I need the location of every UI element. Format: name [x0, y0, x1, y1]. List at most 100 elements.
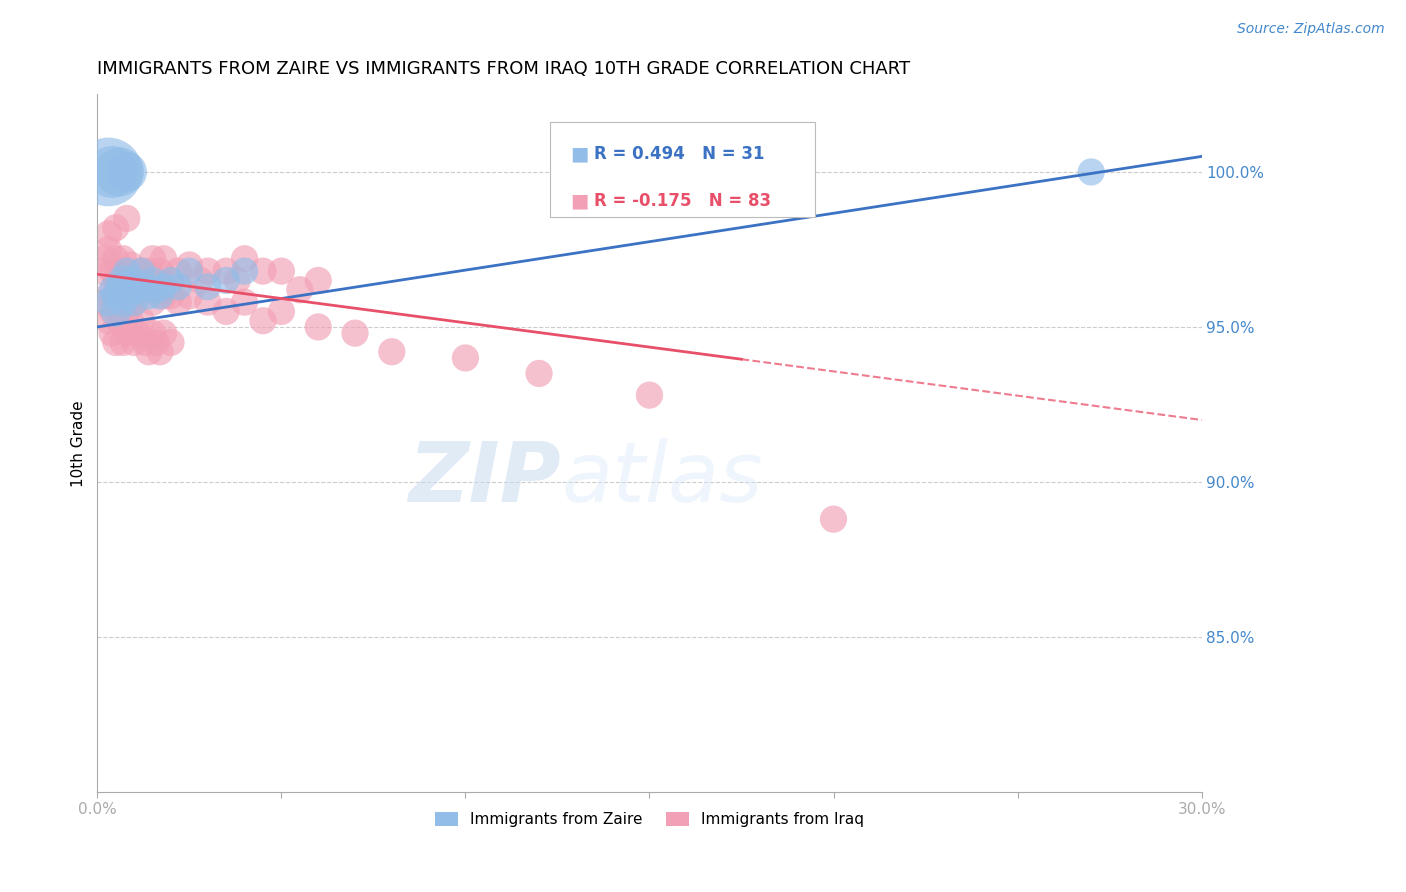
Point	[127, 326, 149, 340]
Point	[115, 211, 138, 226]
Point	[115, 165, 138, 179]
Point	[112, 273, 135, 287]
Point	[97, 227, 120, 241]
Point	[104, 220, 127, 235]
Point	[101, 304, 124, 318]
Point	[120, 295, 142, 310]
Point	[127, 283, 149, 297]
Point	[134, 279, 156, 293]
Point	[145, 335, 167, 350]
Point	[226, 273, 249, 287]
Text: R = 0.494   N = 31: R = 0.494 N = 31	[595, 145, 765, 162]
Point	[131, 264, 153, 278]
Point	[343, 326, 366, 340]
Point	[381, 344, 404, 359]
Point	[108, 279, 131, 293]
Text: IMMIGRANTS FROM ZAIRE VS IMMIGRANTS FROM IRAQ 10TH GRADE CORRELATION CHART: IMMIGRANTS FROM ZAIRE VS IMMIGRANTS FROM…	[97, 60, 911, 78]
Point	[190, 273, 212, 287]
Point	[122, 273, 145, 287]
Point	[104, 335, 127, 350]
Point	[233, 252, 256, 266]
Point	[104, 252, 127, 266]
Text: Source: ZipAtlas.com: Source: ZipAtlas.com	[1237, 22, 1385, 37]
Point	[149, 289, 172, 303]
Point	[145, 273, 167, 287]
Point	[97, 243, 120, 257]
Point	[638, 388, 661, 402]
Point	[167, 264, 190, 278]
Point	[215, 304, 238, 318]
Point	[108, 304, 131, 318]
Point	[252, 264, 274, 278]
Point	[149, 264, 172, 278]
Point	[138, 289, 160, 303]
Point	[115, 264, 138, 278]
Point	[108, 264, 131, 278]
Point	[90, 264, 112, 278]
Point	[122, 273, 145, 287]
Point	[160, 335, 183, 350]
Point	[101, 264, 124, 278]
Point	[112, 289, 135, 303]
Point	[152, 279, 174, 293]
Point	[233, 295, 256, 310]
Point	[823, 512, 845, 526]
Point	[108, 314, 131, 328]
Point	[108, 165, 131, 179]
Point	[122, 335, 145, 350]
Point	[152, 326, 174, 340]
Point	[197, 264, 219, 278]
Point	[93, 252, 115, 266]
Point	[167, 295, 190, 310]
Point	[131, 283, 153, 297]
Point	[120, 314, 142, 328]
Point	[252, 314, 274, 328]
Point	[131, 264, 153, 278]
Point	[97, 289, 120, 303]
Point	[160, 273, 183, 287]
Point	[104, 273, 127, 287]
Point	[120, 279, 142, 293]
Point	[134, 283, 156, 297]
Legend: Immigrants from Zaire, Immigrants from Iraq: Immigrants from Zaire, Immigrants from I…	[429, 805, 870, 833]
Point	[179, 264, 201, 278]
Point	[215, 273, 238, 287]
Point	[197, 295, 219, 310]
Point	[134, 335, 156, 350]
Point	[112, 273, 135, 287]
Point	[179, 258, 201, 272]
Point	[104, 295, 127, 310]
Point	[142, 252, 165, 266]
Point	[93, 295, 115, 310]
Point	[145, 283, 167, 297]
Point	[104, 304, 127, 318]
Point	[270, 264, 292, 278]
Text: ■: ■	[569, 145, 588, 163]
Point	[197, 279, 219, 293]
Point	[122, 295, 145, 310]
Point	[127, 283, 149, 297]
Point	[152, 252, 174, 266]
Point	[112, 335, 135, 350]
Point	[142, 273, 165, 287]
Point	[138, 264, 160, 278]
Point	[149, 344, 172, 359]
Point	[1080, 165, 1102, 179]
Point	[142, 326, 165, 340]
Point	[97, 295, 120, 310]
Point	[152, 289, 174, 303]
Point	[142, 295, 165, 310]
Point	[120, 258, 142, 272]
Point	[101, 165, 124, 179]
Point	[307, 273, 329, 287]
Point	[288, 283, 311, 297]
Y-axis label: 10th Grade: 10th Grade	[72, 400, 86, 486]
Point	[160, 273, 183, 287]
Point	[97, 165, 120, 179]
Point	[115, 273, 138, 287]
Point	[215, 264, 238, 278]
Point	[160, 289, 183, 303]
Point	[120, 283, 142, 297]
Point	[101, 283, 124, 297]
Point	[112, 295, 135, 310]
